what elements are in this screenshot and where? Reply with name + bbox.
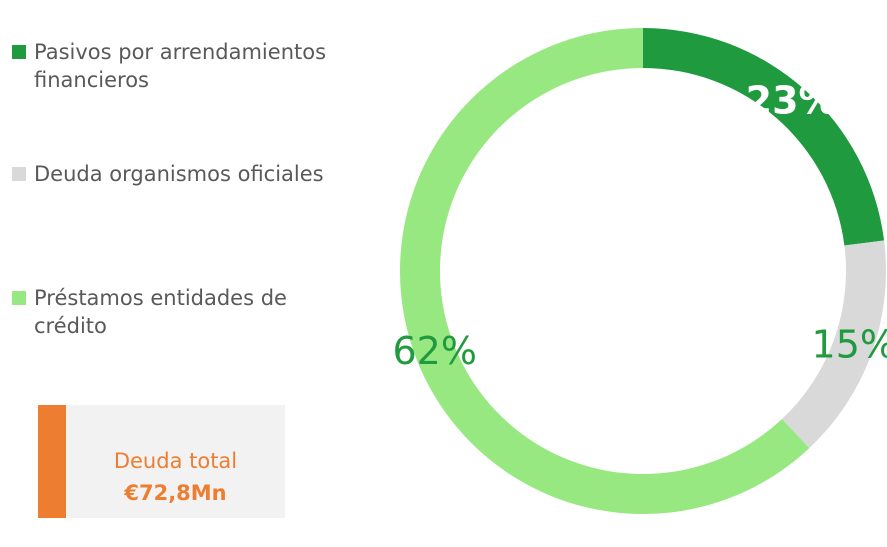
value-label: 62% <box>392 329 476 373</box>
legend-label: Préstamos entidades de crédito <box>34 286 287 338</box>
legend-item: Préstamos entidades de crédito <box>12 284 372 340</box>
total-label: Deuda total <box>113 449 238 473</box>
donut-slice <box>781 240 886 449</box>
legend-item: Pasivos por arrendamientos financieros <box>12 38 372 94</box>
legend-label: Deuda organismos oficiales <box>34 162 324 186</box>
legend-swatch <box>12 45 26 59</box>
legend-swatch <box>12 167 26 181</box>
legend-label: Pasivos por arrendamientos financieros <box>34 40 327 92</box>
total-box: Deuda total €72,8Mn <box>38 405 285 518</box>
accent-bar <box>38 405 66 518</box>
legend-item: Deuda organismos oficiales <box>12 160 372 188</box>
donut-slice <box>643 28 885 246</box>
total-value: €72,8Mn <box>124 481 227 505</box>
value-label: 15% <box>812 322 887 366</box>
value-label: 23% <box>746 78 837 122</box>
legend-swatch <box>12 291 26 305</box>
donut-slice <box>400 28 810 514</box>
